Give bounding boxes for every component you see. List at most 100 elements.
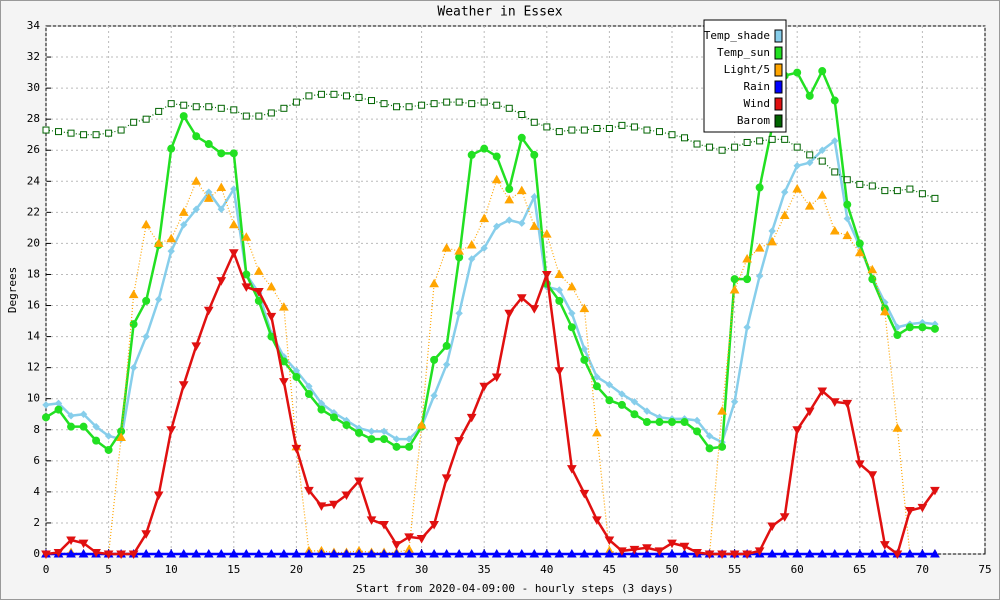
marker [455,253,464,262]
marker [604,536,615,546]
legend-swatch [774,97,783,111]
marker [893,331,902,340]
legend-swatch [774,80,783,94]
plot-area [45,25,986,555]
marker [141,530,152,539]
marker [491,548,502,558]
marker [317,90,325,98]
marker [742,550,752,560]
marker [893,323,902,331]
marker [229,149,238,158]
marker [141,219,152,229]
legend-label: Temp_sun [717,46,770,59]
marker [729,284,740,294]
marker [429,548,439,558]
x-tick-label: 15 [227,563,240,576]
marker [529,221,540,230]
marker [67,412,75,420]
marker [129,363,138,372]
marker [693,416,701,425]
y-tick-label: 30 [27,81,40,94]
marker [717,406,727,415]
y-tick-label: 2 [33,516,40,529]
marker [228,219,239,229]
marker [454,548,465,558]
marker [466,239,477,249]
marker [117,126,125,134]
marker [279,302,289,311]
marker [779,513,790,522]
marker [79,422,88,431]
marker [706,143,714,151]
marker [291,548,302,558]
marker [679,548,690,558]
marker [579,303,590,313]
x-tick-label: 50 [665,563,678,576]
marker [856,180,864,188]
marker [230,185,238,193]
marker [141,548,152,558]
marker [105,129,113,137]
marker [217,205,225,213]
y-tick-label: 28 [27,112,40,125]
x-tick-label: 65 [853,563,866,576]
marker [592,427,602,437]
marker [779,210,790,219]
marker [830,96,839,105]
marker [442,360,451,369]
legend-label: Rain [744,80,771,93]
marker [842,230,853,240]
marker [756,137,764,145]
y-tick-label: 34 [27,19,41,32]
marker [879,541,890,550]
marker [693,140,701,148]
marker [879,306,890,316]
marker [516,548,527,558]
marker [780,188,789,196]
marker [467,150,476,159]
marker [818,146,826,154]
marker [592,548,602,558]
marker [643,407,651,415]
marker [681,134,689,142]
marker [253,288,264,297]
marker [416,534,427,544]
marker [842,399,853,409]
marker [655,128,663,136]
marker [881,187,889,195]
marker [806,158,814,167]
marker [179,112,188,121]
marker [868,275,877,284]
marker [142,115,150,123]
marker [304,390,313,399]
x-tick-label: 5 [105,563,112,576]
marker [153,238,164,247]
marker [455,98,463,106]
marker [479,382,490,392]
marker [804,201,815,210]
marker [530,150,539,159]
marker [754,547,765,556]
marker [342,92,350,100]
marker [630,123,638,131]
marker [554,548,565,558]
marker [167,100,175,108]
marker [593,124,601,132]
marker [668,418,676,426]
y-tick-label: 10 [27,392,40,405]
marker [618,390,626,398]
marker [78,539,89,549]
marker [530,193,538,201]
marker [580,345,589,353]
marker [818,157,826,165]
marker [843,200,852,209]
marker [541,548,552,558]
marker [504,548,515,558]
marker [918,323,927,332]
marker [380,435,389,444]
marker [730,275,739,284]
marker [541,270,552,280]
marker [443,98,451,106]
marker [455,309,463,318]
